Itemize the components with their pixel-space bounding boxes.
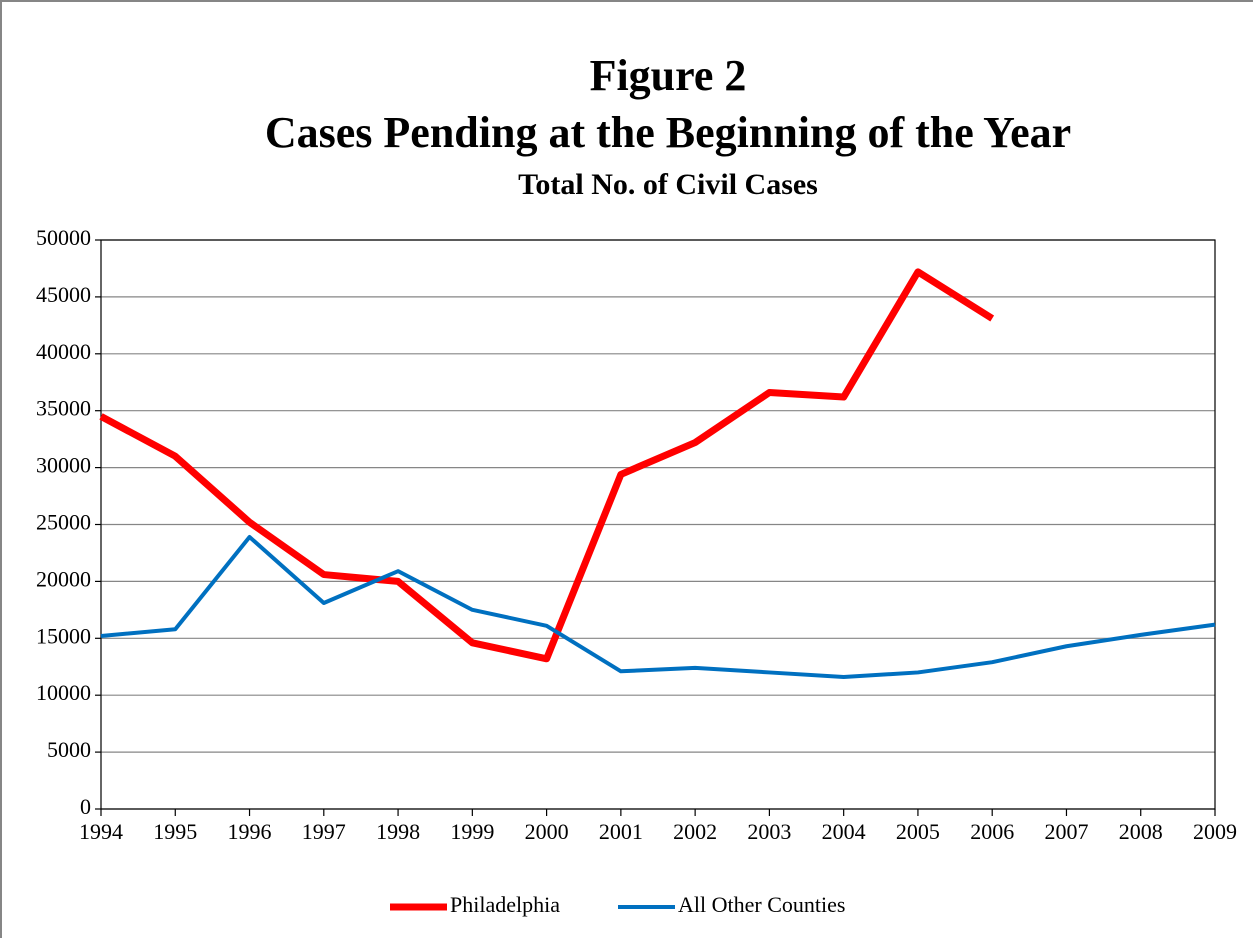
y-tick-label: 20000 <box>36 566 91 591</box>
x-tick-label: 1995 <box>153 819 197 844</box>
y-tick-label: 35000 <box>36 396 91 421</box>
y-tick-label: 40000 <box>36 339 91 364</box>
y-tick-label: 5000 <box>47 737 91 762</box>
x-tick-label: 2004 <box>822 819 866 844</box>
y-tick-label: 25000 <box>36 510 91 535</box>
x-tick-label: 2005 <box>896 819 940 844</box>
x-tick-label: 2001 <box>599 819 643 844</box>
series-line <box>100 535 1216 679</box>
chart-subtitle: Total No. of Civil Cases <box>518 168 818 201</box>
y-tick-label: 50000 <box>36 225 91 250</box>
x-tick-label: 1996 <box>228 819 272 844</box>
x-tick-label: 2002 <box>673 819 717 844</box>
x-tick-label: 2003 <box>747 819 791 844</box>
legend-label: Philadelphia <box>450 892 560 917</box>
x-tick-label: 1994 <box>79 819 123 844</box>
x-tick-label: 2006 <box>970 819 1014 844</box>
y-tick-label: 0 <box>80 794 91 819</box>
x-tick-label: 2000 <box>525 819 569 844</box>
chart-title: Figure 2 <box>590 51 747 100</box>
x-tick-label: 2009 <box>1193 819 1237 844</box>
y-tick-label: 10000 <box>36 680 91 705</box>
chart-subtitle: Cases Pending at the Beginning of the Ye… <box>265 108 1071 157</box>
y-tick-label: 30000 <box>36 453 91 478</box>
x-tick-label: 1999 <box>450 819 494 844</box>
x-tick-label: 1998 <box>376 819 420 844</box>
y-tick-label: 15000 <box>36 623 91 648</box>
y-tick-label: 45000 <box>36 282 91 307</box>
x-tick-label: 2007 <box>1044 819 1088 844</box>
plot-border <box>100 239 1216 810</box>
x-tick-label: 2008 <box>1119 819 1163 844</box>
legend-label: All Other Counties <box>678 892 845 917</box>
x-tick-label: 1997 <box>302 819 346 844</box>
series-line <box>99 268 995 663</box>
